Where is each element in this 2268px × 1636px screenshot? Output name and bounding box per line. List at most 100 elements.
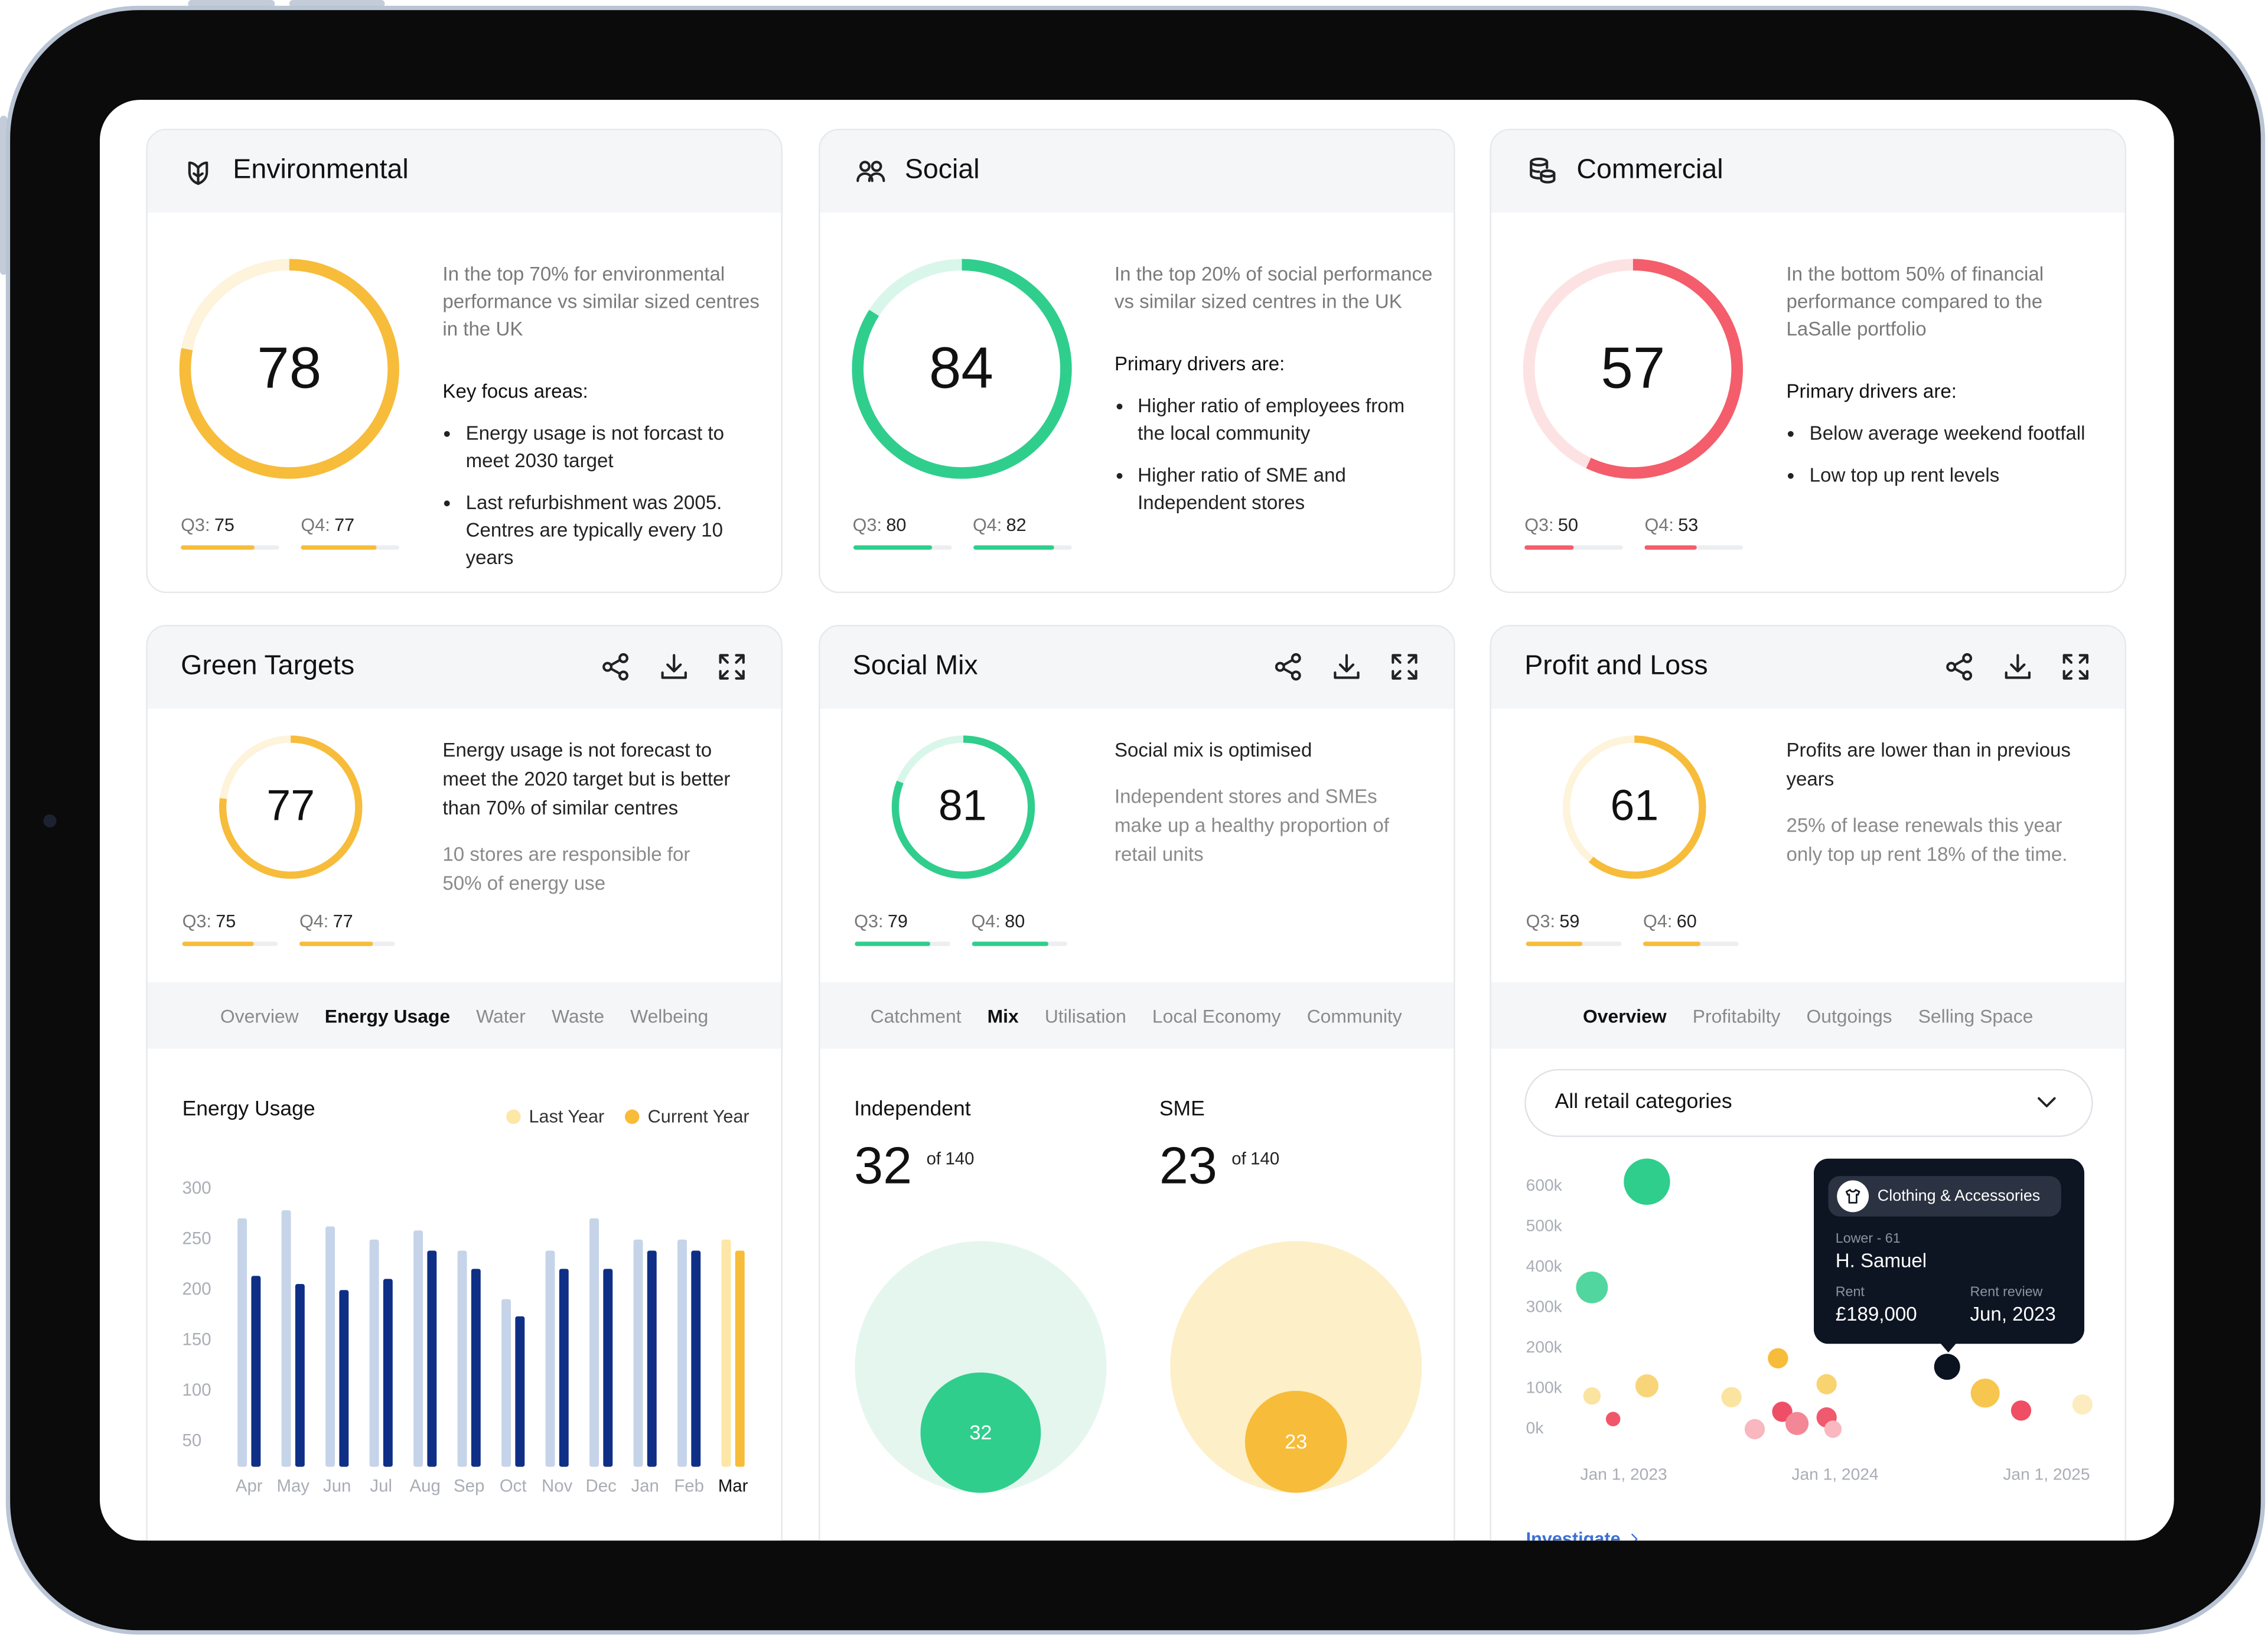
quarter-label: Q3: 75 [183,911,236,931]
icon-expand[interactable] [716,651,748,683]
summary: Social mix is optimised Independent store… [1115,736,1404,869]
tab[interactable]: Profitabilty [1692,1004,1781,1026]
description: In the bottom 50% of financial performan… [1786,263,2044,340]
quarter-bar [182,941,254,946]
bar [251,1276,261,1467]
score-value: 61 [1610,783,1659,830]
tooltip-pill: Clothing & Accessories [1828,1176,2061,1217]
card-graphics [1523,259,1744,550]
icon-download[interactable] [1330,651,1362,683]
tab[interactable]: Selling Space [1918,1004,2034,1026]
tab[interactable]: Welbeing [630,1004,709,1026]
category-icon [1837,1180,1869,1213]
tab[interactable]: Catchment [870,1004,962,1026]
icon-download[interactable] [658,651,690,683]
y-tick-label: 300k [1526,1298,1563,1316]
icon-shirt [1845,1189,1860,1204]
icon-share[interactable] [600,651,632,683]
quarter-value: 50 [1557,514,1578,536]
tab[interactable]: Mix [987,1004,1019,1026]
x-tick-label: Jan 1, 2023 [1580,1465,1667,1484]
quarter-value: 75 [216,911,236,932]
summary: In the top 70% for environmental perform… [442,260,764,586]
quarter-bar [301,545,377,550]
focus-list: Energy usage is not forcast to meet 2030… [442,419,764,571]
point [1772,1402,1793,1422]
tab[interactable]: Overview [1583,1004,1667,1026]
frame-button [289,0,385,8]
card-header: Green Targets [147,626,781,709]
tooltip-rent-label: Rent [1835,1284,1865,1301]
x-tick-label: Feb [674,1477,704,1496]
tab[interactable]: Overview [220,1004,299,1026]
quarter-name: Q4: [971,911,1001,932]
tab[interactable]: Water [476,1004,526,1026]
bar [339,1290,349,1467]
bar [427,1250,437,1467]
legend: Last Year Current Year [506,1107,750,1127]
quarter-value: 80 [886,514,907,536]
bar [457,1250,467,1467]
tab[interactable]: Waste [551,1004,605,1026]
y-tick-label: 400k [1526,1257,1563,1275]
summary: In the bottom 50% of financial performan… [1786,260,2107,503]
bar [237,1218,247,1467]
quarter-name: Q3: [1524,514,1554,536]
tab[interactable]: Energy Usage [324,1004,451,1026]
quarter-bar [181,545,255,550]
tab[interactable]: Outgoings [1806,1004,1892,1026]
y-tick-label: 100k [1526,1378,1563,1397]
icon-share[interactable] [1944,651,1976,683]
quarter-bar [1526,941,1583,946]
tab[interactable]: Local Economy [1152,1004,1281,1026]
card-title: Green Targets [181,651,355,682]
quarter-label: Q3: 59 [1526,911,1580,931]
bar [413,1230,423,1467]
icon-expand[interactable] [2060,651,2091,683]
point [1934,1354,1960,1380]
legend-item: Last Year [506,1107,604,1127]
icon-commercial [1530,157,1556,184]
focus-list: Below average weekend footfall Low top up… [1786,419,2107,489]
frame-button [188,0,275,8]
card: Profit and Loss 0k 100k 200k 300k 400k 500k 600… [1490,625,2127,1541]
quarter-label: Q4: 82 [973,515,1027,535]
card-graphics: 50 100 150 200 250 300 Apr May Jun Jul Aug Sep Oct No… [182,735,748,1496]
bar [633,1239,643,1467]
quarter-value: 77 [334,514,355,536]
investigate-link[interactable]: Investigate [1526,1529,1644,1541]
camera [43,814,57,827]
quarter-bar [854,941,930,946]
bar [369,1239,379,1467]
card: Social 84 In the top 20% of social perform… [817,128,1455,594]
y-tick-label: 0k [1526,1419,1544,1437]
y-tick-label: 500k [1526,1216,1563,1234]
bar [721,1239,731,1467]
score-value: 78 [257,337,322,401]
x-tick-label: Jan [631,1477,659,1496]
score-value: 77 [266,783,315,830]
icon-share[interactable] [1272,651,1304,683]
quarter-value: 60 [1676,911,1697,932]
x-tick-label: Mar [718,1477,748,1496]
list-item: Energy usage is not forcast to meet 2030… [466,419,764,474]
tooltip-pointer [1940,1342,1957,1353]
icon-download[interactable] [2002,651,2034,683]
x-tick-label: May [276,1477,309,1496]
x-tick-label: Jun [323,1477,351,1496]
quarter-value: 80 [1005,911,1025,932]
icon-arrow [1631,1533,1638,1541]
tab[interactable]: Community [1306,1004,1402,1026]
description: In the top 20% of social performance vs … [1114,263,1433,313]
icon-expand[interactable] [1388,651,1420,683]
point [1605,1412,1621,1426]
quarter-name: Q3: [852,514,882,536]
list-item: Last refurbishment was 2005. Centres are… [466,489,764,572]
bubble-total [854,1241,1106,1493]
bar [677,1239,687,1467]
card-header: Commercial [1491,130,2125,213]
tab[interactable]: Utilisation [1044,1004,1126,1026]
dropdown[interactable]: All retail categories [1524,1068,2093,1138]
bar [383,1279,393,1467]
